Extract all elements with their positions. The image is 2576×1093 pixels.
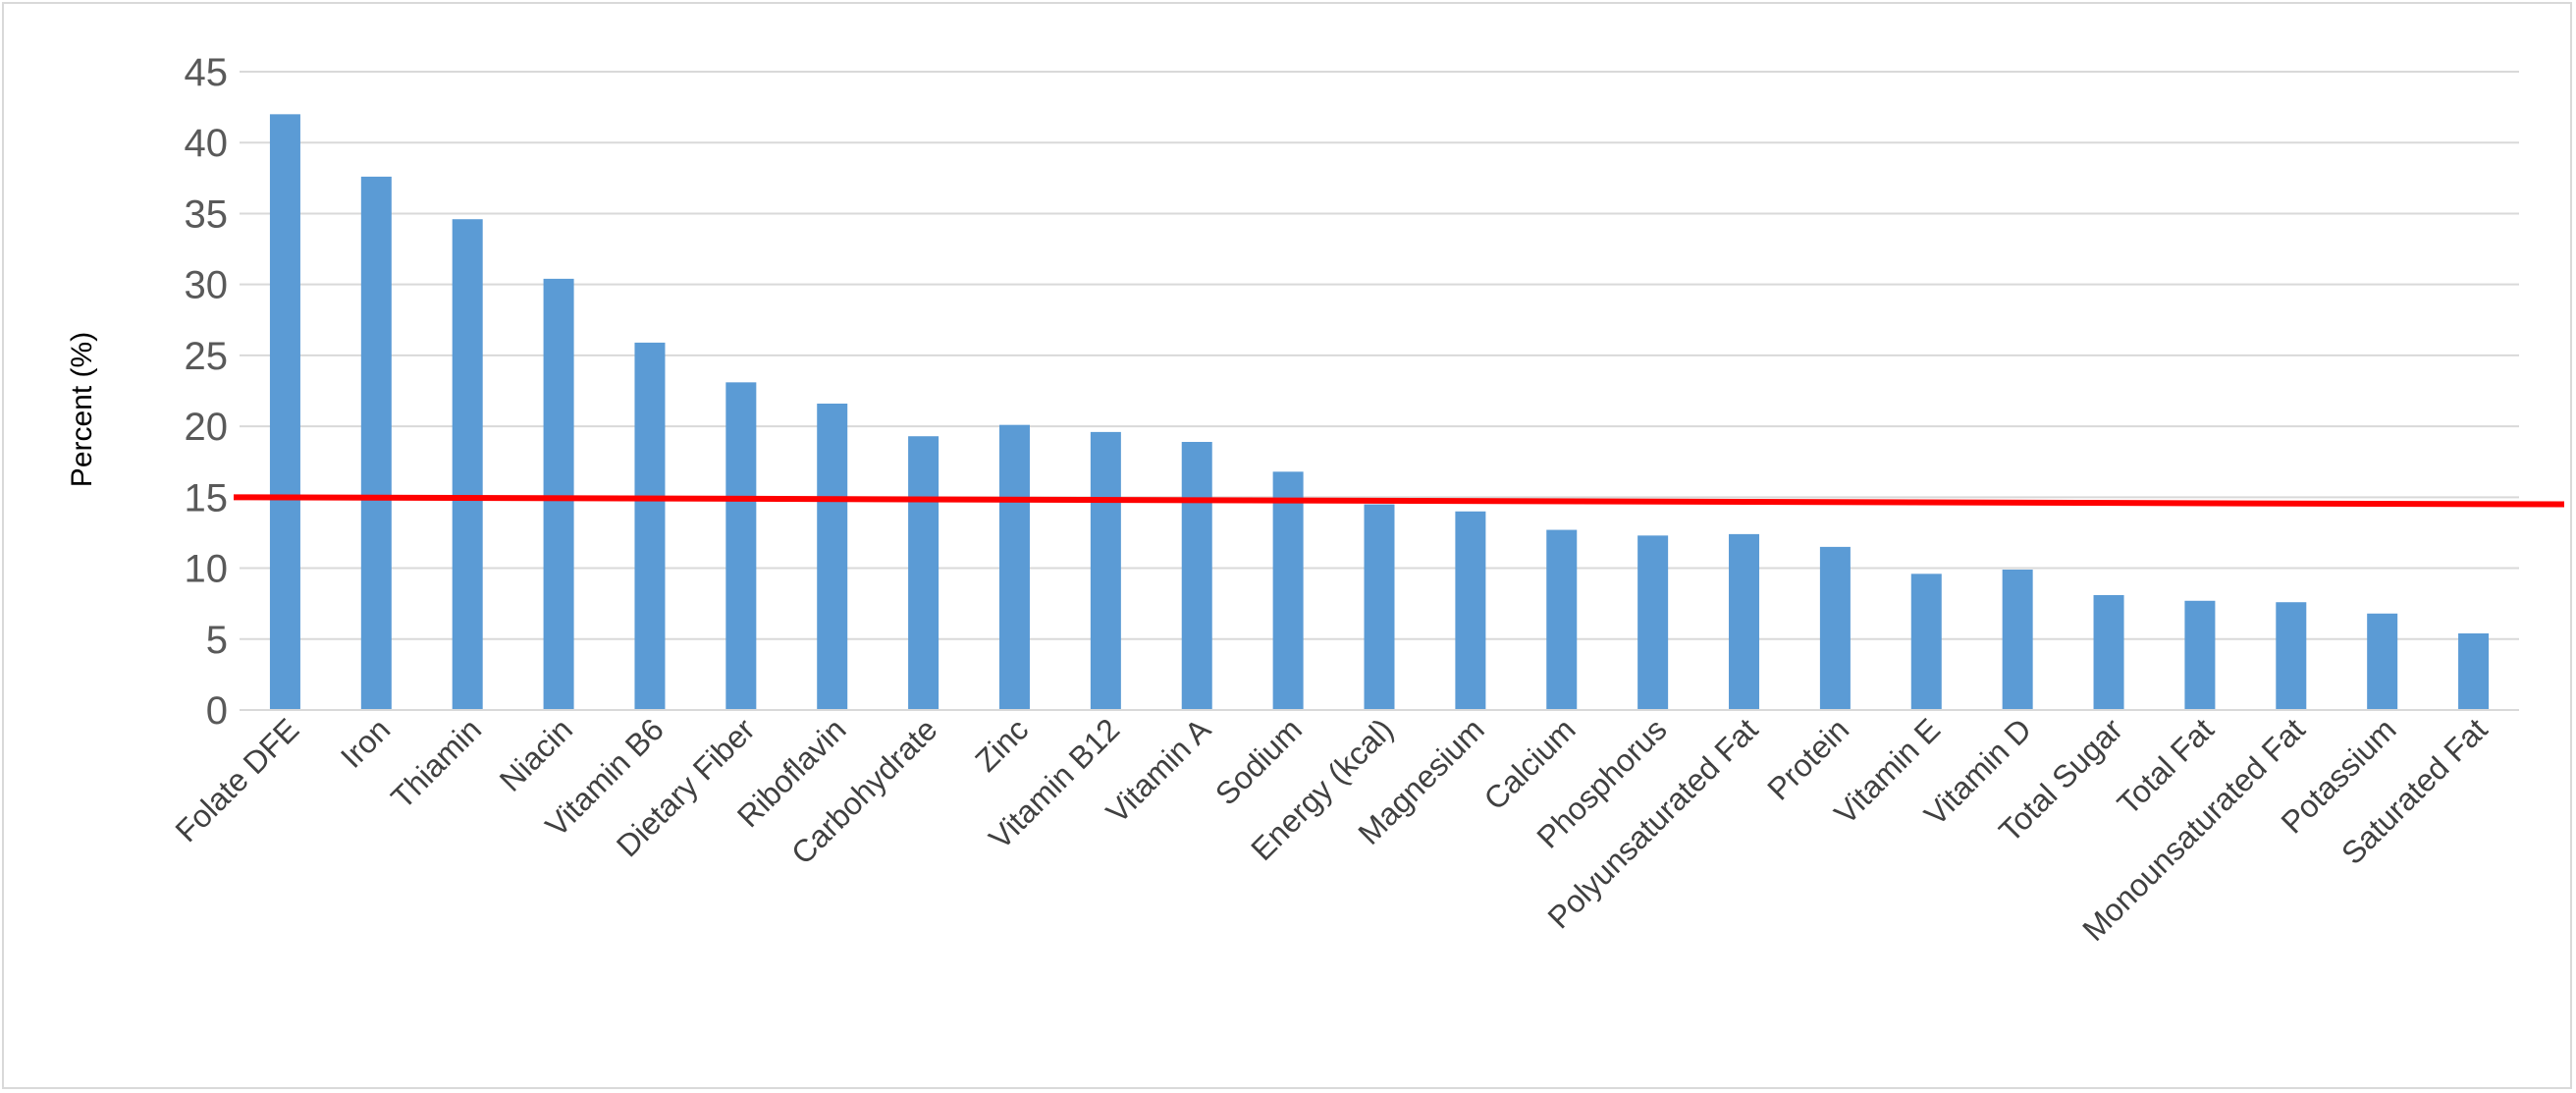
y-axis-title: Percent (%) bbox=[66, 332, 98, 487]
x-category-label: Zinc bbox=[968, 711, 1035, 778]
bar bbox=[634, 342, 666, 710]
y-tick-label: 10 bbox=[185, 548, 229, 591]
bars bbox=[269, 114, 2490, 711]
bar bbox=[360, 176, 392, 710]
bar bbox=[2276, 602, 2307, 710]
bar bbox=[1455, 511, 1486, 710]
y-tick-label: 35 bbox=[185, 192, 229, 236]
bar bbox=[725, 382, 757, 710]
y-tick-label: 20 bbox=[185, 406, 229, 449]
gridlines bbox=[240, 71, 2519, 640]
bar bbox=[1546, 529, 1578, 710]
y-tick-label: 5 bbox=[206, 619, 228, 662]
x-category-label: Iron bbox=[334, 711, 397, 774]
bar bbox=[1637, 535, 1669, 710]
bar bbox=[269, 114, 300, 711]
bar bbox=[1090, 431, 1121, 710]
bar bbox=[2458, 633, 2490, 710]
bar bbox=[1910, 574, 1942, 710]
y-tick-label: 30 bbox=[185, 264, 229, 307]
bar bbox=[817, 404, 848, 710]
x-category-label: Folate DFE bbox=[169, 711, 306, 848]
reference-line-group bbox=[233, 494, 2565, 508]
reference-line bbox=[233, 494, 2565, 508]
bar bbox=[2002, 570, 2033, 710]
bar bbox=[2367, 613, 2398, 710]
y-tick-label: 15 bbox=[185, 476, 229, 519]
y-tick-label: 40 bbox=[185, 122, 229, 165]
bar bbox=[2184, 600, 2216, 710]
bar bbox=[1364, 504, 1395, 710]
bar bbox=[543, 278, 574, 710]
x-category-label: Niacin bbox=[493, 711, 579, 797]
bar bbox=[998, 424, 1030, 710]
bar bbox=[2093, 595, 2124, 710]
bar bbox=[908, 436, 939, 710]
x-category-label: Thiamin bbox=[384, 711, 488, 815]
y-axis-tick-labels: 0 5 10 15 20 25 30 35 40 45 bbox=[185, 51, 229, 733]
y-tick-label: 0 bbox=[206, 689, 228, 733]
y-tick-label: 45 bbox=[185, 51, 229, 94]
bar bbox=[1181, 442, 1212, 710]
bar bbox=[1819, 546, 1851, 710]
bar bbox=[1729, 533, 1760, 710]
y-tick-label: 25 bbox=[185, 335, 229, 378]
bar bbox=[1272, 471, 1304, 710]
bar bbox=[452, 219, 483, 710]
